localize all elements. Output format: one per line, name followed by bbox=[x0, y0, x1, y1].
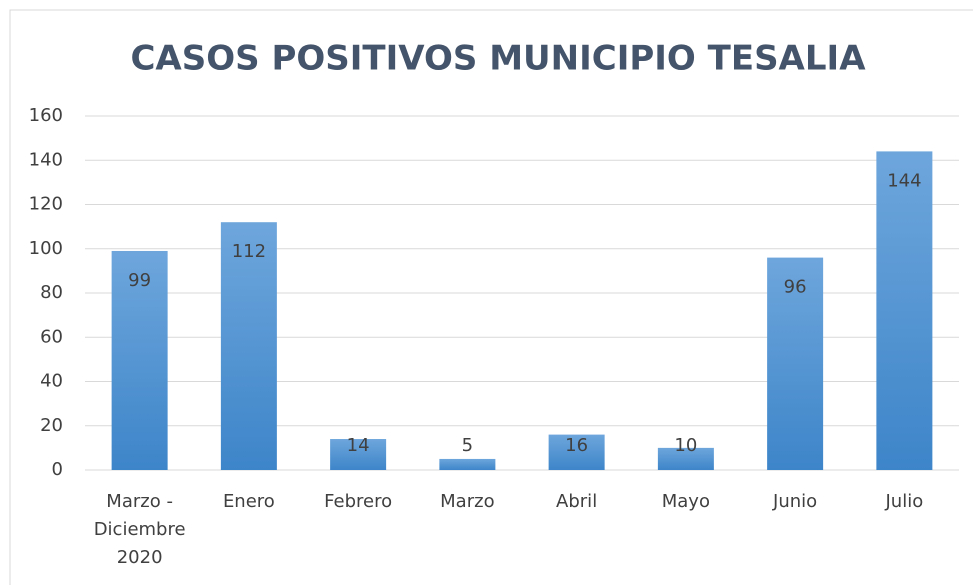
y-tick-label: 40 bbox=[40, 371, 63, 392]
bar bbox=[876, 151, 933, 470]
y-tick-label: 120 bbox=[29, 194, 63, 215]
data-label: 96 bbox=[784, 277, 807, 298]
x-tick-label: Junio bbox=[773, 491, 818, 512]
y-tick-label: 100 bbox=[29, 238, 63, 259]
data-label: 5 bbox=[462, 435, 473, 456]
chart-title: CASOS POSITIVOS MUNICIPIO TESALIA bbox=[130, 39, 866, 79]
bar bbox=[657, 447, 714, 470]
y-tick-label: 60 bbox=[40, 326, 63, 347]
data-label: 112 bbox=[232, 241, 266, 262]
y-tick-label: 80 bbox=[40, 282, 63, 303]
x-tick-label: Enero bbox=[222, 491, 275, 512]
x-tick-label: Febrero bbox=[324, 491, 393, 512]
y-tick-label: 160 bbox=[29, 105, 63, 126]
bar bbox=[767, 257, 824, 470]
bar bbox=[330, 439, 387, 470]
data-label: 99 bbox=[128, 270, 151, 291]
bar bbox=[111, 250, 168, 470]
y-tick-label: 140 bbox=[29, 149, 63, 170]
data-label: 144 bbox=[887, 170, 921, 191]
y-tick-label: 20 bbox=[40, 415, 63, 436]
x-tick-label: Mayo bbox=[661, 491, 710, 512]
data-label: 14 bbox=[347, 435, 370, 456]
bar bbox=[439, 458, 496, 470]
x-tick-label: Marzo bbox=[440, 491, 495, 512]
x-tick-label: Abril bbox=[556, 491, 598, 512]
bar bbox=[548, 434, 605, 470]
data-label: 10 bbox=[674, 435, 697, 456]
x-tick-label: Marzo - Diciembre 2020 bbox=[93, 491, 186, 568]
x-tick-label: Julio bbox=[885, 491, 924, 512]
data-label: 16 bbox=[565, 435, 588, 456]
y-tick-label: 0 bbox=[52, 459, 63, 480]
bar bbox=[220, 222, 277, 470]
